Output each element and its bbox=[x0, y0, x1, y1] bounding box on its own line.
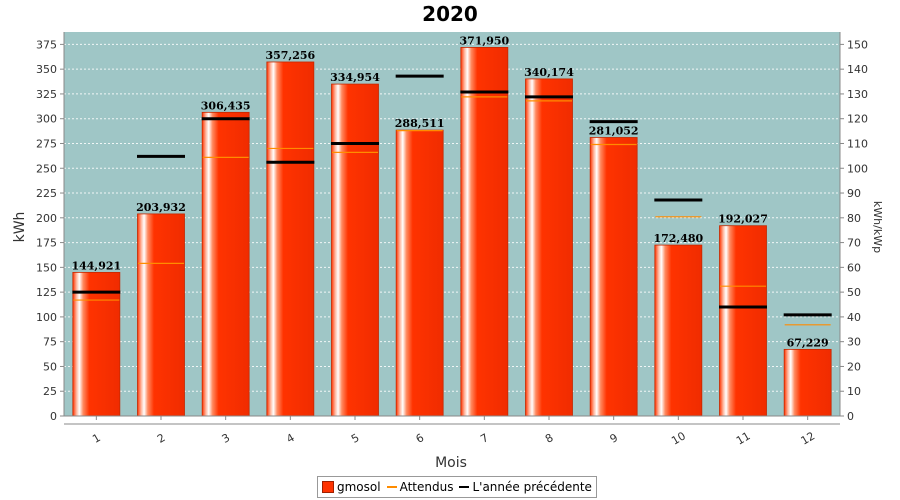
x-tick-label: 10 bbox=[669, 429, 688, 447]
y-right-tick-label: 60 bbox=[847, 261, 861, 274]
y-right-tick-label: 130 bbox=[847, 88, 868, 101]
legend-label-annee-precedente: L'année précédente bbox=[472, 480, 592, 494]
y-right-tick-label: 30 bbox=[847, 336, 861, 349]
y-axis-label: kWh bbox=[12, 212, 28, 243]
y-tick-label: 75 bbox=[43, 336, 57, 349]
legend-swatch-annee-precedente bbox=[459, 486, 470, 488]
y-tick-label: 100 bbox=[36, 311, 57, 324]
y-axis-right: 0 10 20 30 40 50 60 70 80 90 100 110 120 130 140 150 bbox=[839, 32, 868, 423]
y-tick-label: 250 bbox=[36, 162, 57, 175]
y-tick-label: 125 bbox=[36, 286, 57, 299]
y-right-tick-label: 10 bbox=[847, 385, 861, 398]
bar-5 bbox=[331, 83, 379, 417]
y-tick-label: 175 bbox=[36, 237, 57, 250]
y-right-tick-label: 40 bbox=[847, 311, 861, 324]
legend-label-gmosol: gmosol bbox=[337, 480, 381, 494]
bar-9 bbox=[589, 137, 638, 417]
bar-12 bbox=[783, 348, 832, 417]
y-right-tick-label: 110 bbox=[847, 137, 868, 150]
bar-6 bbox=[395, 129, 444, 417]
data-label-6: 288,511 bbox=[395, 117, 445, 130]
data-label-2: 203,932 bbox=[136, 201, 186, 214]
x-tick-label: 12 bbox=[799, 429, 818, 447]
bar-3 bbox=[201, 111, 250, 417]
y-tick-label: 200 bbox=[36, 212, 57, 225]
legend-label-attendus: Attendus bbox=[399, 480, 454, 494]
y-right-tick-label: 120 bbox=[847, 113, 868, 126]
data-labels: 144,921 203,932 306,435 357,256 334,954 288,5… bbox=[71, 34, 828, 349]
y-axis-left: 0 25 50 75 100 125 150 175 200 225 250 275 300 325 350… bbox=[36, 32, 65, 423]
y-tick-label: 350 bbox=[36, 63, 57, 76]
x-axis: 1 2 3 4 5 6 7 8 9 10 11 12 bbox=[64, 415, 840, 448]
y-tick-label: 225 bbox=[36, 187, 57, 200]
x-axis-label: Mois bbox=[435, 455, 467, 471]
data-label-8: 340,174 bbox=[524, 66, 574, 79]
y-right-tick-label: 100 bbox=[847, 162, 868, 175]
bar-4 bbox=[266, 61, 315, 417]
x-tick-label: 4 bbox=[284, 431, 297, 446]
data-label-3: 306,435 bbox=[201, 99, 251, 112]
x-tick-label: 1 bbox=[90, 431, 103, 446]
bar-10 bbox=[654, 244, 703, 417]
legend-swatch-gmosol bbox=[322, 481, 334, 493]
y-tick-label: 325 bbox=[36, 88, 57, 101]
x-tick-label: 2 bbox=[155, 431, 168, 446]
x-tick-label: 11 bbox=[734, 429, 753, 447]
chart-title: 2020 bbox=[422, 2, 478, 26]
y-right-tick-label: 140 bbox=[847, 63, 868, 76]
y-right-tick-label: 50 bbox=[847, 286, 861, 299]
y-right-tick-label: 0 bbox=[847, 410, 854, 423]
x-tick-label: 7 bbox=[478, 431, 491, 446]
y-axis-right-label: kWh/kWp bbox=[871, 201, 884, 253]
y-right-tick-label: 20 bbox=[847, 360, 861, 373]
data-label-1: 144,921 bbox=[71, 259, 121, 272]
y-tick-label: 150 bbox=[36, 261, 57, 274]
y-tick-label: 50 bbox=[43, 360, 57, 373]
y-right-tick-label: 90 bbox=[847, 187, 861, 200]
y-right-tick-label: 80 bbox=[847, 212, 861, 225]
bar-11 bbox=[719, 225, 767, 417]
bar-8 bbox=[525, 78, 573, 417]
y-tick-label: 375 bbox=[36, 38, 57, 51]
legend-item-gmosol: gmosol bbox=[322, 480, 381, 494]
y-right-tick-label: 150 bbox=[847, 38, 868, 51]
bars bbox=[72, 47, 832, 417]
x-tick-label: 9 bbox=[608, 431, 621, 446]
bar-7 bbox=[460, 47, 509, 417]
x-tick-label: 8 bbox=[543, 431, 556, 446]
data-label-10: 172,480 bbox=[653, 232, 703, 245]
legend-swatch-attendus bbox=[386, 486, 397, 488]
markers bbox=[72, 74, 832, 326]
data-label-9: 281,052 bbox=[589, 124, 639, 137]
legend: gmosol Attendus L'année précédente bbox=[317, 476, 597, 498]
x-tick-label: 6 bbox=[414, 431, 427, 446]
data-label-11: 192,027 bbox=[718, 213, 768, 226]
data-label-4: 357,256 bbox=[265, 49, 315, 62]
data-label-12: 67,229 bbox=[787, 336, 829, 349]
bar-2 bbox=[137, 213, 185, 417]
legend-item-annee-precedente: L'année précédente bbox=[459, 480, 592, 494]
y-right-tick-label: 70 bbox=[847, 237, 861, 250]
y-tick-label: 275 bbox=[36, 137, 57, 150]
legend-item-attendus: Attendus bbox=[386, 480, 454, 494]
plot-area bbox=[64, 32, 840, 416]
gridlines bbox=[64, 43, 840, 392]
bar-1 bbox=[72, 271, 121, 417]
x-tick-label: 5 bbox=[349, 431, 362, 446]
y-tick-label: 300 bbox=[36, 113, 57, 126]
data-label-7: 371,950 bbox=[459, 34, 509, 47]
data-label-5: 334,954 bbox=[330, 71, 380, 84]
y-tick-label: 25 bbox=[43, 385, 57, 398]
x-tick-label: 3 bbox=[220, 431, 233, 446]
y-tick-label: 0 bbox=[50, 410, 57, 423]
